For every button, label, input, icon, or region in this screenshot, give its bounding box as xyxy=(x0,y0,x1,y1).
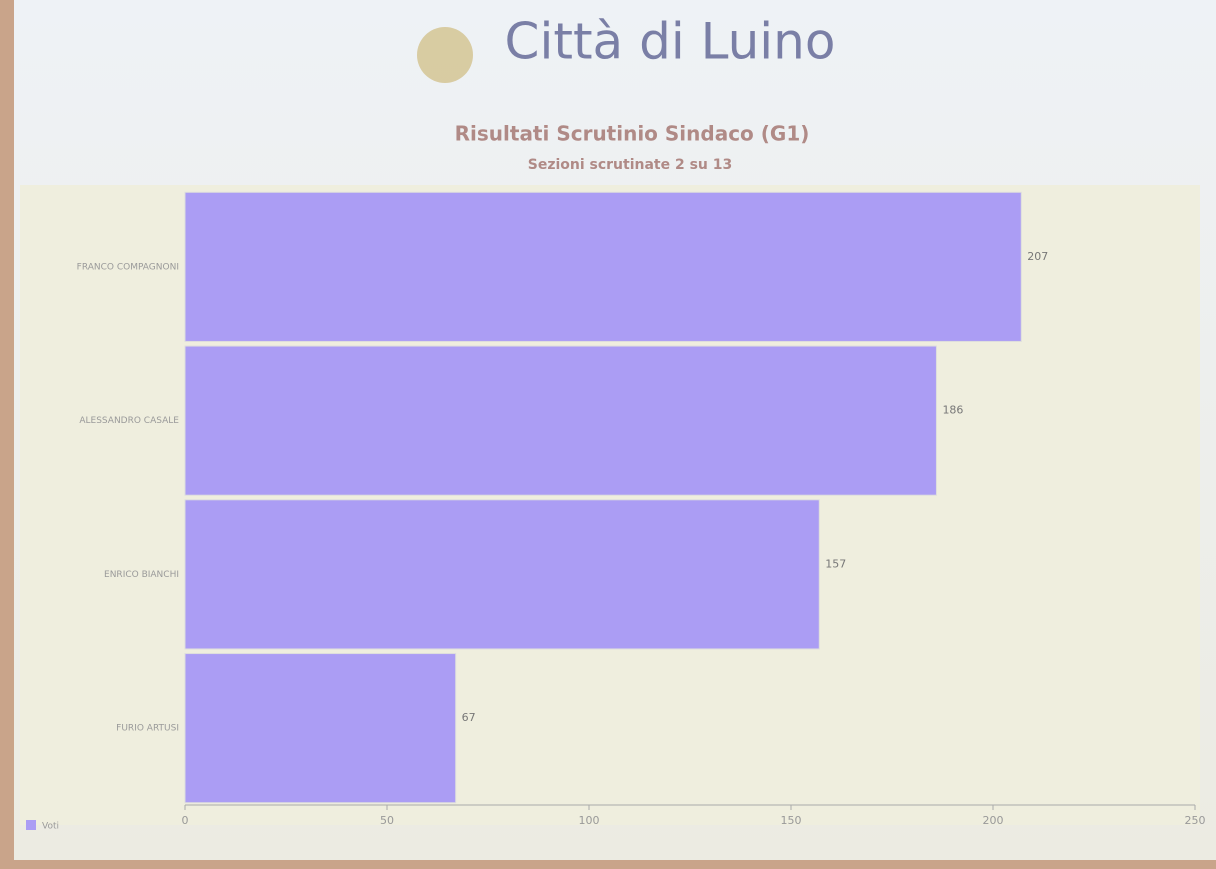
header-title: Città di Luino xyxy=(505,13,836,71)
bar xyxy=(185,192,1021,341)
value-label: 157 xyxy=(825,557,846,570)
page: Città di Luino Risultati Scrutinio Sinda… xyxy=(0,0,1216,869)
x-tick-label: 100 xyxy=(579,814,600,827)
x-tick-label: 0 xyxy=(182,814,189,827)
bar xyxy=(185,346,936,495)
value-label: 207 xyxy=(1027,250,1048,263)
legend-swatch xyxy=(26,820,36,830)
value-label: 67 xyxy=(462,711,476,724)
x-tick-label: 150 xyxy=(781,814,802,827)
bar xyxy=(185,654,456,803)
x-tick-label: 200 xyxy=(983,814,1004,827)
y-tick-label: FURIO ARTUSI xyxy=(116,724,179,734)
bar xyxy=(185,500,819,649)
y-tick-label: ALESSANDRO CASALE xyxy=(79,416,179,426)
value-label: 186 xyxy=(942,404,963,417)
x-tick-label: 250 xyxy=(1185,814,1206,827)
logo xyxy=(417,27,473,83)
chart-title: Risultati Scrutinio Sindaco (G1) xyxy=(455,122,810,146)
x-tick-label: 50 xyxy=(380,814,394,827)
y-tick-label: ENRICO BIANCHI xyxy=(104,570,179,580)
y-tick-label: FRANCO COMPAGNONI xyxy=(77,262,179,272)
chart: Città di Luino Risultati Scrutinio Sinda… xyxy=(0,0,1216,869)
legend-label: Voti xyxy=(42,822,59,832)
chart-subtitle: Sezioni scrutinate 2 su 13 xyxy=(528,157,733,173)
